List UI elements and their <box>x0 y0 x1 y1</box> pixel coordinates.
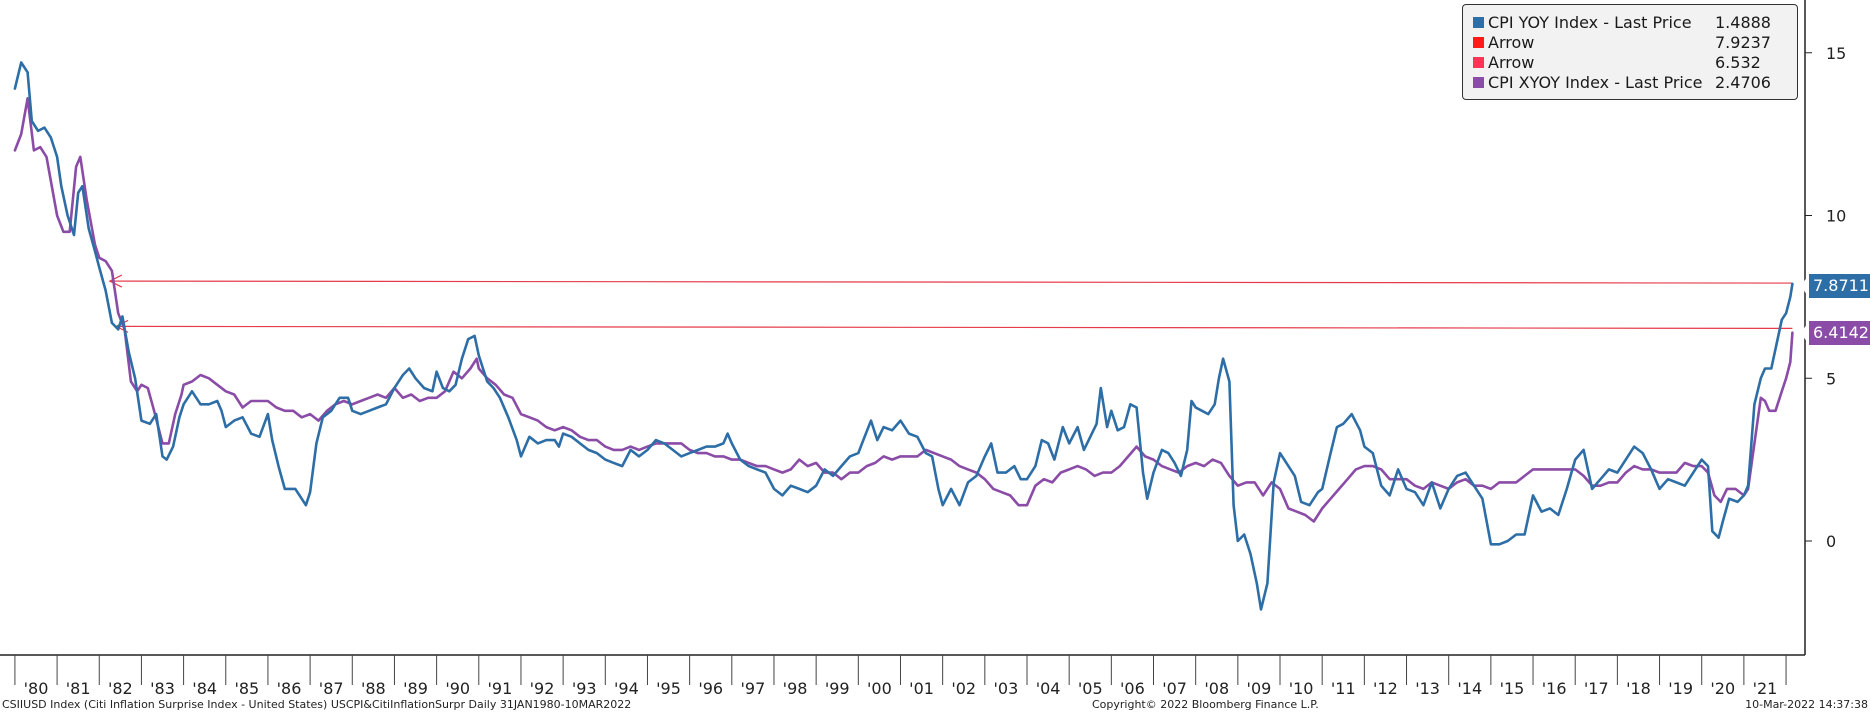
legend-label: CPI XYOY Index - Last Price <box>1488 72 1703 92</box>
x-tick-label: '80 <box>24 679 49 698</box>
last-value-tag-cpi: 7.8711 <box>1801 274 1870 298</box>
legend-swatch <box>1473 76 1484 88</box>
x-tick-label: '00 <box>867 679 892 698</box>
x-tick-label: '02 <box>951 679 976 698</box>
x-tick-label: '06 <box>1120 679 1145 698</box>
y-tick-label: 0 <box>1826 532 1836 551</box>
x-tick-label: '01 <box>909 679 934 698</box>
x-tick-label: '98 <box>783 679 808 698</box>
legend-swatch <box>1473 36 1484 48</box>
y-tick-label: 15 <box>1826 44 1846 63</box>
x-tick-label: '10 <box>1289 679 1314 698</box>
x-tick-label: '11 <box>1331 679 1356 698</box>
series-line <box>13 61 1794 611</box>
x-tick-label: '93 <box>572 679 597 698</box>
x-tick-label: '14 <box>1457 679 1482 698</box>
legend-value: 7.9237 <box>1715 32 1771 52</box>
x-tick-label: '90 <box>445 679 470 698</box>
legend-value: 6.532 <box>1715 52 1761 72</box>
x-tick-label: '16 <box>1542 679 1567 698</box>
x-tick-label: '86 <box>277 679 302 698</box>
footer-timestamp: 10-Mar-2022 14:37:38 <box>1745 698 1868 711</box>
x-tick-label: '81 <box>66 679 91 698</box>
x-tick-label: '96 <box>698 679 723 698</box>
x-tick-label: '19 <box>1668 679 1693 698</box>
x-tick-label: '97 <box>741 679 766 698</box>
x-tick-label: '85 <box>234 679 259 698</box>
x-tick-label: '12 <box>1373 679 1398 698</box>
legend-item: Arrow 7.9237 <box>1473 32 1787 52</box>
x-tick-label: '04 <box>1036 679 1061 698</box>
x-tick-label: '94 <box>614 679 639 698</box>
footer-source: CSIIUSD Index (Citi Inflation Surprise I… <box>2 698 632 711</box>
x-tick-label: '03 <box>994 679 1019 698</box>
legend-swatch <box>1473 16 1484 28</box>
x-tick-label: '05 <box>1078 679 1103 698</box>
x-tick-label: '20 <box>1710 679 1735 698</box>
x-tick-label: '99 <box>825 679 850 698</box>
y-tick-label: 5 <box>1826 369 1836 388</box>
legend-label: Arrow <box>1488 52 1535 72</box>
legend: CPI YOY Index - Last Price 1.4888 Arrow … <box>1462 4 1798 100</box>
x-tick-label: '88 <box>361 679 386 698</box>
x-tick-label: '82 <box>108 679 133 698</box>
legend-item: Arrow 6.532 <box>1473 52 1787 72</box>
legend-swatch <box>1473 56 1484 68</box>
x-tick-label: '07 <box>1162 679 1187 698</box>
legend-value: 1.4888 <box>1715 12 1771 32</box>
x-tick-label: '84 <box>192 679 217 698</box>
x-tick-label: '83 <box>150 679 175 698</box>
legend-label: Arrow <box>1488 32 1535 52</box>
last-value-tag-core: 6.4142 <box>1801 321 1870 345</box>
x-tick-label: '87 <box>319 679 344 698</box>
arrow-head <box>108 274 123 288</box>
legend-label: CPI YOY Index - Last Price <box>1488 12 1692 32</box>
series-line <box>13 97 1794 523</box>
arrow-line <box>109 280 1793 284</box>
footer-copyright: Copyright© 2022 Bloomberg Finance L.P. <box>1092 698 1319 711</box>
x-tick-label: '17 <box>1584 679 1609 698</box>
x-tick-label: '18 <box>1626 679 1651 698</box>
x-tick-label: '15 <box>1500 679 1525 698</box>
x-tick-label: '13 <box>1415 679 1440 698</box>
x-tick-label: '89 <box>403 679 428 698</box>
legend-item: CPI XYOY Index - Last Price 2.4706 <box>1473 72 1787 92</box>
y-tick-label: 10 <box>1826 207 1846 226</box>
x-tick-label: '21 <box>1753 679 1778 698</box>
legend-value: 2.4706 <box>1715 72 1771 92</box>
x-tick-label: '09 <box>1247 679 1272 698</box>
x-tick-label: '08 <box>1204 679 1229 698</box>
arrow-line <box>116 325 1793 329</box>
legend-item: CPI YOY Index - Last Price 1.4888 <box>1473 12 1787 32</box>
x-tick-label: '91 <box>487 679 512 698</box>
x-tick-label: '95 <box>656 679 681 698</box>
x-tick-label: '92 <box>530 679 555 698</box>
